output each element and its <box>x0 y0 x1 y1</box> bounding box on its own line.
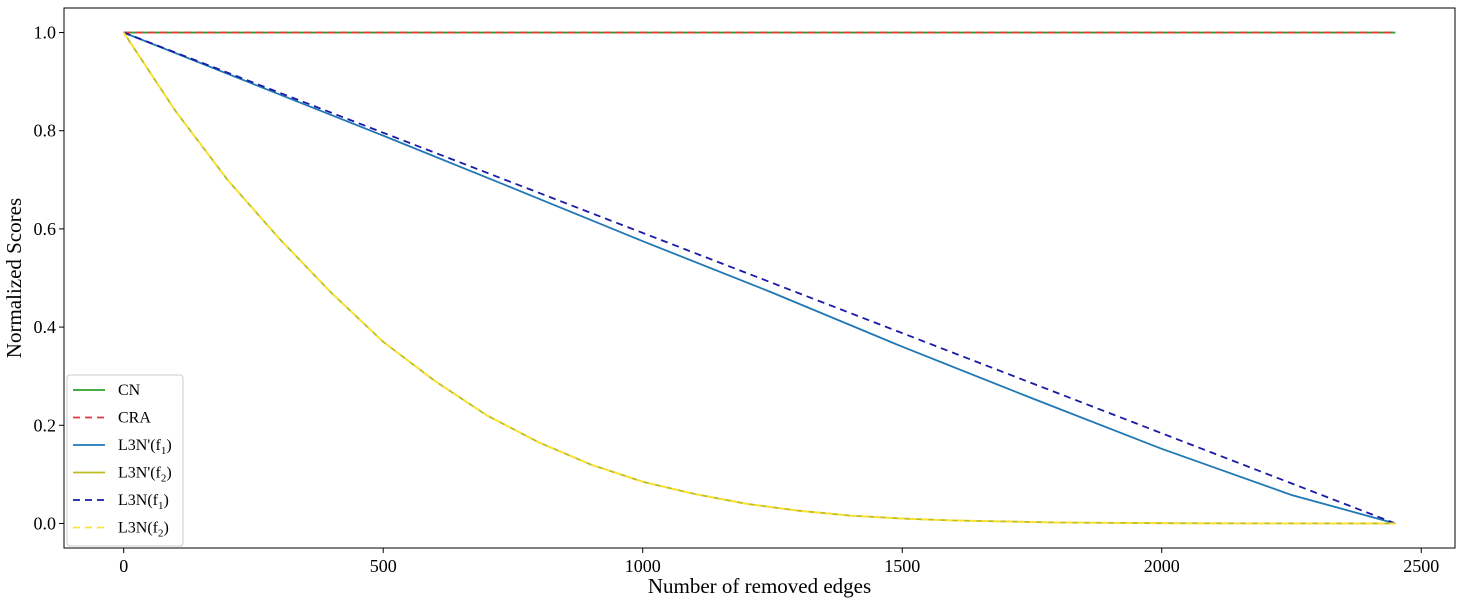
legend-label: L3N'(f2) <box>118 465 172 485</box>
legend-label: CRA <box>118 410 151 427</box>
plot-area <box>122 31 1396 525</box>
plot-frame <box>63 7 1456 549</box>
x-tick-label: 500 <box>370 556 397 576</box>
y-axis-title: Normalized Scores <box>2 198 26 358</box>
x-tick-label: 0 <box>119 556 128 576</box>
series-line-4 <box>123 31 1396 525</box>
x-axis: 0 500 1000 1500 2000 2500 <box>119 548 1439 576</box>
legend-box <box>66 374 184 547</box>
legend-label: L3N(f1) <box>118 492 169 512</box>
x-tick-label: 1500 <box>884 556 920 576</box>
y-tick-label: 0.6 <box>34 219 57 239</box>
legend-label: L3N'(f1) <box>118 437 172 457</box>
legend-label: CN <box>118 382 141 399</box>
x-tick-label: 1000 <box>625 556 661 576</box>
x-tick-label: 2000 <box>1144 556 1180 576</box>
legend: CN CRA L3N'(f1) L3N'(f2) L3N(f1) L3N(f2) <box>66 374 184 547</box>
legend-label: L3N(f2) <box>118 520 169 540</box>
x-axis-title: Number of removed edges <box>648 574 871 598</box>
y-tick-label: 0.2 <box>34 415 57 435</box>
y-tick-label: 0.4 <box>34 317 57 337</box>
y-tick-label: 0.0 <box>34 513 57 533</box>
x-tick-label: 2500 <box>1403 556 1439 576</box>
series-line-5 <box>122 32 1396 525</box>
y-axis: 0.0 0.2 0.4 0.6 0.8 1.0 <box>34 23 64 533</box>
y-tick-label: 0.8 <box>34 121 57 141</box>
series-line-2 <box>123 31 1396 525</box>
y-tick-label: 1.0 <box>34 23 57 43</box>
